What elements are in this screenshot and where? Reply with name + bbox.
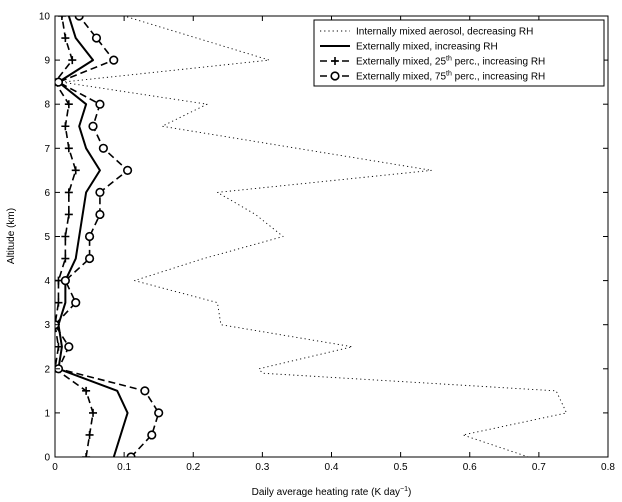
x-tick-label: 0.6: [463, 462, 477, 473]
legend-entry-1: Internally mixed aerosol, decreasing RH: [320, 27, 533, 38]
x-axis-label: Daily average heating rate (K day−1): [252, 486, 412, 498]
legend-marker: [330, 71, 340, 81]
x-tick-label: 0.2: [186, 462, 200, 473]
series-point: [91, 33, 102, 43]
legend-label-part: perc., increasing RH: [452, 57, 545, 68]
legend-label: Internally mixed aerosol, decreasing RH: [356, 27, 533, 38]
y-tick-label: 10: [39, 12, 51, 23]
x-tick-label: 0: [52, 462, 58, 473]
series-point: [147, 430, 157, 440]
series-line: [55, 16, 94, 457]
series-point: [109, 55, 119, 65]
series-point: [95, 209, 105, 220]
legend-label: Externally mixed, 25th perc., increasing…: [356, 56, 545, 68]
series-point: [61, 232, 70, 241]
series-point: [84, 253, 95, 264]
series-point: [98, 143, 108, 153]
legend-entry-2: Externally mixed, increasing RH: [320, 42, 498, 53]
series-point: [64, 144, 73, 153]
series-line: [55, 16, 160, 457]
series-point: [88, 121, 98, 131]
series-1: [61, 16, 567, 457]
legend-label-part: perc., increasing RH: [452, 72, 545, 83]
legend-marker: [331, 57, 339, 65]
series-point: [55, 298, 63, 307]
y-tick-label: 7: [44, 144, 50, 155]
series-point: [61, 122, 70, 131]
x-axis-label-close: ): [408, 487, 411, 498]
x-tick-label: 0.4: [325, 462, 339, 473]
legend-label-superscript: th: [446, 71, 452, 78]
series-point: [64, 342, 74, 352]
series-point: [61, 34, 70, 43]
x-tick-label: 0.5: [394, 462, 408, 473]
series-point: [85, 430, 94, 439]
x-axis-label-main: Daily average heating rate (K day: [252, 487, 400, 498]
series-layer: [55, 16, 567, 457]
x-tick-label: 0.8: [601, 462, 615, 473]
legend-entry-4: Externally mixed, 75th perc., increasing…: [320, 71, 545, 83]
series-2: [57, 16, 129, 457]
series-point: [126, 452, 136, 457]
series-point: [82, 386, 91, 395]
series-point: [89, 408, 98, 417]
series-line: [57, 16, 129, 457]
series-point: [55, 77, 64, 87]
series-point: [61, 254, 70, 263]
legend-label-part: Externally mixed, 25: [356, 57, 446, 68]
series-point: [71, 298, 81, 308]
y-tick-label: 4: [44, 276, 50, 287]
series-point: [55, 342, 63, 351]
x-tick-label: 0.7: [532, 462, 546, 473]
y-tick-label: 9: [44, 56, 50, 67]
legend-label-part: Externally mixed, 75: [356, 72, 446, 83]
series-point: [64, 188, 73, 197]
y-tick-label: 6: [44, 188, 50, 199]
series-point: [82, 453, 91, 457]
y-tick-label: 2: [44, 364, 50, 375]
y-tick-label: 3: [44, 320, 50, 331]
series-point: [140, 386, 150, 396]
y-tick-label: 0: [44, 453, 50, 464]
series-point: [154, 408, 164, 418]
series-point: [95, 99, 105, 109]
ticks-layer: 0 0.1 0.2 0.3 0.4 0.5 0.6 0.7 0.8 0 1 2 3 4 5 6 7 8 9 10: [39, 12, 616, 474]
series-point: [74, 16, 84, 21]
x-tick-label: 0.1: [117, 462, 131, 473]
y-axis-label: Altitude (km): [6, 208, 17, 264]
y-tick-label: 1: [44, 408, 50, 419]
legend-box: [313, 19, 605, 87]
legend-label-superscript: th: [446, 56, 452, 63]
x-axis-label-superscript: −1: [400, 486, 408, 493]
series-point: [68, 56, 77, 65]
series-point: [64, 210, 73, 219]
legend-label: Externally mixed, increasing RH: [356, 42, 498, 53]
legend-entry-3: Externally mixed, 25th perc., increasing…: [320, 56, 545, 68]
series-point: [60, 276, 70, 286]
series-point: [57, 16, 66, 20]
series-point: [64, 100, 73, 109]
series-line: [61, 16, 567, 457]
y-tick-label: 5: [44, 232, 50, 243]
series-point: [122, 165, 133, 175]
legend-label: Externally mixed, 75th perc., increasing…: [356, 71, 545, 83]
legend: Internally mixed aerosol, decreasing RH E…: [313, 19, 605, 87]
y-tick-label: 8: [44, 100, 50, 111]
x-tick-label: 0.3: [255, 462, 269, 473]
series-point: [71, 166, 80, 175]
series-point: [95, 187, 105, 197]
series-point: [84, 231, 95, 242]
